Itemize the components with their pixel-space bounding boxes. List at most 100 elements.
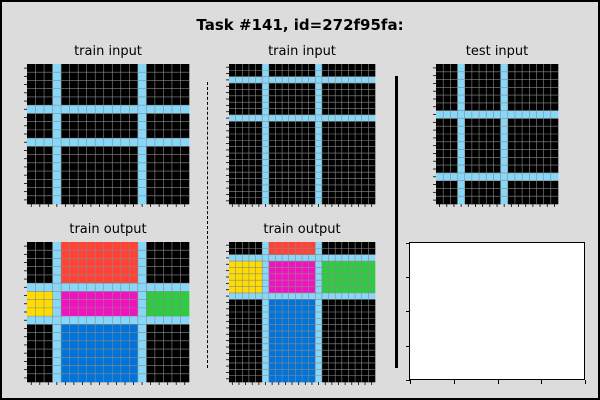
grid-cell xyxy=(27,291,36,300)
grid-cell xyxy=(341,102,349,109)
grid-cell xyxy=(52,129,62,139)
grid-cell xyxy=(288,375,296,383)
grid-cell xyxy=(171,357,181,366)
grid-cell xyxy=(550,95,559,104)
grid-cell xyxy=(315,95,323,103)
grid-cell xyxy=(262,165,270,173)
grid-cell xyxy=(529,172,537,181)
grid-cell xyxy=(302,280,309,287)
grid-cell xyxy=(154,307,164,317)
grid-cell xyxy=(268,305,276,313)
grid-cell xyxy=(493,126,501,135)
grid-cell xyxy=(52,324,62,333)
grid-cell xyxy=(471,118,480,127)
grid-cell xyxy=(457,134,466,143)
grid-cell xyxy=(229,89,236,97)
grid-cell xyxy=(86,162,96,172)
grid-cell xyxy=(275,114,283,122)
grid-cell xyxy=(242,369,250,376)
grid-cell xyxy=(44,96,53,106)
grid-cell xyxy=(355,140,363,148)
grid-cell xyxy=(112,88,122,98)
grid-cell xyxy=(361,178,369,186)
grid-cell xyxy=(315,280,323,287)
grid-cell xyxy=(180,187,190,197)
grid-cell xyxy=(137,250,147,259)
grid-cell xyxy=(550,165,559,174)
grid-cell xyxy=(146,274,156,284)
grid-cell xyxy=(235,178,243,186)
grid-cell xyxy=(302,273,309,281)
grid-cell xyxy=(129,80,139,90)
grid-cell xyxy=(86,373,96,383)
grid-cell xyxy=(235,165,243,173)
grid-cell xyxy=(328,83,336,90)
grid-cell xyxy=(295,312,303,319)
grid-cell xyxy=(235,242,243,249)
grid-cell xyxy=(295,76,303,84)
grid-cell xyxy=(52,162,62,172)
grid-cell xyxy=(315,140,323,148)
grid-cell xyxy=(457,180,466,189)
grid-cell xyxy=(44,64,53,73)
grid-cell xyxy=(282,299,290,306)
grid-cell xyxy=(95,373,105,383)
grid-cell xyxy=(268,153,276,160)
grid-cell xyxy=(368,172,376,179)
grid-cell xyxy=(78,64,87,73)
grid-cell xyxy=(268,343,276,351)
grid-cell xyxy=(361,121,369,128)
grid-cell xyxy=(103,105,113,114)
grid-cell xyxy=(255,95,263,103)
grid-cell xyxy=(282,127,290,135)
grid-cell xyxy=(180,146,190,155)
grid-cell xyxy=(368,356,376,364)
grid-cell xyxy=(262,299,270,306)
grid-cell xyxy=(275,318,283,326)
grid-cell xyxy=(328,121,336,128)
grid-cell xyxy=(536,71,544,80)
grid-cell xyxy=(180,332,190,342)
grid-cell xyxy=(163,88,173,98)
grid-cell xyxy=(341,337,349,345)
grid-cell xyxy=(27,80,36,90)
grid-cell xyxy=(35,324,45,333)
grid-cell xyxy=(120,357,130,366)
grid-cell xyxy=(315,356,323,364)
grid-cell xyxy=(35,105,45,114)
grid-cell xyxy=(295,362,303,370)
grid-cell xyxy=(275,267,283,275)
grid-cell xyxy=(69,266,79,276)
grid-cell xyxy=(302,64,309,71)
grid-cell xyxy=(268,197,276,205)
grid-cell xyxy=(514,157,523,166)
grid-cell xyxy=(321,318,329,326)
grid-cell xyxy=(486,64,494,73)
grid-cell xyxy=(328,343,336,351)
grid-cell xyxy=(450,134,458,143)
grid-cell xyxy=(436,196,444,205)
grid-cell xyxy=(137,332,147,342)
grid-cell xyxy=(262,140,270,148)
grid-cell xyxy=(282,362,290,370)
grid-cell xyxy=(295,153,303,160)
grid-cell xyxy=(163,187,173,197)
grid-cell xyxy=(295,324,303,332)
grid-cell xyxy=(120,138,130,147)
grid-cell xyxy=(457,71,466,80)
grid-cell xyxy=(171,307,181,317)
grid-cell xyxy=(536,157,544,166)
grid-cell xyxy=(321,76,329,84)
grid-cell xyxy=(282,350,290,357)
grid-cell xyxy=(27,187,36,197)
grid-cell xyxy=(229,273,236,281)
grid-cell xyxy=(35,162,45,172)
grid-cell xyxy=(255,242,263,249)
grid-cell xyxy=(163,195,173,205)
grid-cell xyxy=(154,113,164,122)
grid-cell xyxy=(282,95,290,103)
grid-cell xyxy=(112,105,122,114)
grid-cell xyxy=(103,195,113,205)
grid-cell xyxy=(308,134,316,141)
grid-cell xyxy=(275,95,283,103)
